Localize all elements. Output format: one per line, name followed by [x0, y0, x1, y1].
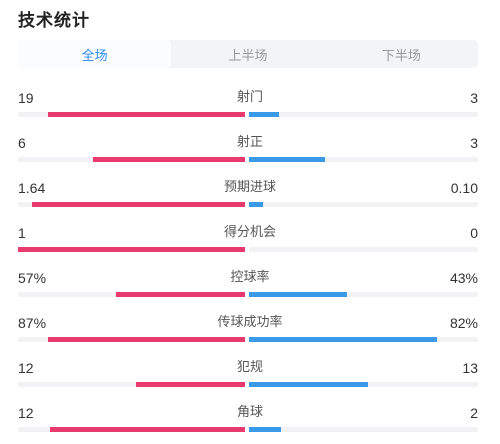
stat-row: 传球成功率 87% 82% [0, 314, 500, 354]
stat-label: 控球率 [230, 270, 270, 285]
tab-first-half[interactable]: 上半场 [228, 48, 268, 64]
home-value: 57% [18, 270, 47, 286]
away-value: 82% [449, 315, 478, 331]
stat-row: 得分机会 1 0 [0, 224, 500, 264]
away-bar [249, 157, 325, 162]
stat-row: 控球率 57% 43% [0, 269, 500, 309]
away-bar-track [249, 202, 478, 207]
home-bar-track [18, 157, 245, 162]
away-value: 0 [470, 225, 478, 241]
away-bar [249, 337, 437, 342]
away-bar [249, 427, 282, 432]
away-value: 13 [462, 360, 478, 376]
period-tabs: 全场 上半场 下半场 [18, 40, 478, 68]
away-value: 3 [470, 135, 478, 151]
stat-row: 角球 12 2 [0, 404, 500, 444]
away-bar-track [249, 112, 478, 117]
away-value: 2 [470, 405, 478, 421]
home-bar [49, 427, 245, 432]
home-bar [47, 337, 245, 342]
home-bar [92, 157, 245, 162]
stat-row: 预期进球 1.64 0.10 [0, 179, 500, 219]
away-bar-track [249, 337, 478, 342]
stat-label: 预期进球 [223, 180, 276, 195]
away-value: 0.10 [450, 180, 478, 196]
stat-label: 得分机会 [223, 225, 276, 240]
home-bar-track [18, 292, 245, 297]
home-bar [115, 292, 245, 297]
stat-row: 射正 6 3 [0, 134, 500, 174]
away-bar-track [249, 382, 478, 387]
away-bar-track [249, 247, 478, 252]
home-bar-track [18, 112, 245, 117]
stat-label: 犯规 [236, 360, 263, 375]
stat-label: 射门 [236, 90, 263, 105]
stat-label: 射正 [236, 135, 263, 150]
away-bar [249, 382, 369, 387]
home-value: 1.64 [18, 180, 46, 196]
home-value: 12 [18, 405, 34, 421]
home-bar [47, 112, 245, 117]
tab-full-match[interactable]: 全场 [18, 40, 172, 68]
home-value: 12 [18, 360, 34, 376]
page-title: 技术统计 [18, 11, 90, 31]
away-bar-track [249, 427, 478, 432]
home-value: 1 [18, 225, 26, 241]
away-bar [249, 292, 348, 297]
away-bar [249, 112, 279, 117]
home-bar [18, 247, 245, 252]
tab-second-half[interactable]: 下半场 [381, 48, 421, 64]
home-value: 6 [18, 135, 26, 151]
away-bar-track [249, 157, 478, 162]
home-bar-track [18, 337, 245, 342]
away-value: 3 [470, 90, 478, 106]
stat-label: 角球 [236, 405, 263, 420]
stat-label: 传球成功率 [217, 315, 283, 330]
home-bar-track [18, 247, 245, 252]
away-bar-track [249, 292, 478, 297]
home-bar-track [18, 427, 245, 432]
away-bar [249, 202, 263, 207]
home-bar-track [18, 382, 245, 387]
stat-row: 犯规 12 13 [0, 359, 500, 399]
away-value: 43% [449, 270, 478, 286]
home-value: 19 [18, 90, 34, 106]
home-bar [31, 202, 245, 207]
stat-row: 射门 19 3 [0, 89, 500, 129]
home-bar-track [18, 202, 245, 207]
home-bar [136, 382, 245, 387]
home-value: 87% [18, 315, 47, 331]
